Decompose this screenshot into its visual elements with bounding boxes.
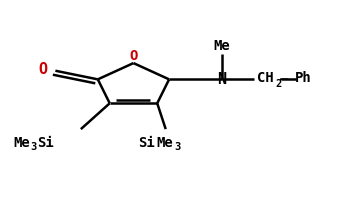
Text: Me: Me	[156, 136, 173, 150]
Text: Si: Si	[139, 136, 155, 150]
Text: Me: Me	[13, 136, 30, 150]
Text: N: N	[217, 72, 226, 87]
Text: O: O	[129, 49, 138, 63]
Text: Si: Si	[37, 136, 53, 150]
Text: Me: Me	[213, 39, 230, 53]
Text: CH: CH	[257, 71, 274, 85]
Text: 3: 3	[31, 142, 37, 152]
Text: 2: 2	[275, 79, 282, 89]
Text: —: —	[280, 72, 289, 85]
Text: O: O	[38, 62, 47, 77]
Text: Ph: Ph	[295, 71, 312, 85]
Text: 3: 3	[174, 142, 180, 152]
